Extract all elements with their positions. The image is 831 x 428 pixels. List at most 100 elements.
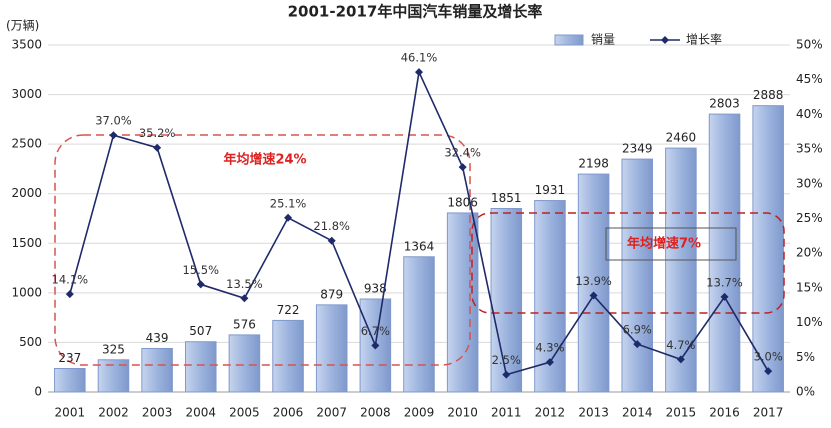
bar-value-label: 237 [58,351,81,365]
point [633,340,642,349]
bar-value-label: 2460 [666,131,697,145]
x-tick-label: 2003 [142,406,173,420]
bar [184,341,217,393]
bar-value-label: 2198 [578,157,609,171]
bar [403,256,435,393]
bar [665,147,697,393]
point [109,131,118,140]
x-tick-label: 2011 [491,406,522,420]
point [502,370,511,379]
line-value-label: 6.9% [623,323,652,337]
x-tick-label: 2005 [229,406,260,420]
x-tick-label: 2006 [273,406,304,420]
y-tick-label: 500 [19,335,42,349]
legend-label: 销量 [591,33,615,47]
y2-tick-label: 45% [796,72,823,86]
y2-tick-label: 35% [796,142,823,156]
line-value-label: 14.1% [52,273,89,287]
y2-tick-label: 50% [796,38,823,52]
bar-value-label: 722 [277,303,300,317]
bar-value-label: 1851 [491,191,522,205]
x-tick-label: 2009 [404,406,435,420]
line-value-label: 21.8% [313,219,350,233]
bar [621,158,654,393]
bar-value-label: 576 [233,317,256,331]
line-value-label: 4.7% [666,338,695,352]
line-value-label: 37.0% [95,114,132,128]
point [458,163,467,172]
line-value-label: 35.2% [139,126,176,140]
x-tick-label: 2013 [578,406,609,420]
annotation-box [54,134,471,366]
bar [141,347,173,393]
point [764,367,773,376]
line-value-label: 13.5% [226,277,263,291]
line-value-label: 3.0% [754,350,783,364]
legend-label: 增长率 [686,32,722,47]
point [371,341,380,350]
point [720,292,729,301]
x-tick-label: 2004 [185,406,216,420]
bar [577,173,610,393]
bar-value-label: 879 [320,287,343,301]
line-value-label: 15.5% [182,263,219,277]
bar [54,368,86,393]
bar [315,304,348,393]
bar [708,113,741,393]
y-tick-label: 3500 [11,38,42,52]
line-value-label: 2.5% [492,353,521,367]
legend-swatch [661,36,669,44]
bar-value-label: 2888 [753,88,784,102]
line-value-label: 25.1% [270,196,307,210]
x-tick-label: 2001 [55,406,86,420]
line-value-label: 46.1% [401,51,438,65]
point [153,143,162,152]
point [676,355,685,364]
y2-tick-label: 30% [796,176,823,190]
bar-value-label: 2349 [622,142,653,156]
annotation-box [471,212,785,314]
y-tick-label: 1000 [11,285,42,299]
annotation: 年均增速7% [627,236,701,252]
y2-tick-label: 0% [796,385,815,399]
bar-value-label: 1806 [447,195,478,209]
chart-title: 2001-2017年中国汽车销量及增长率 [288,3,543,21]
bar-value-label: 507 [189,324,212,338]
x-tick-label: 2007 [316,406,347,420]
y2-tick-label: 15% [796,280,823,294]
y-tick-label: 3000 [11,87,42,101]
x-tick-label: 2008 [360,406,391,420]
bar [272,319,304,393]
x-tick-label: 2017 [753,406,784,420]
line-value-label: 6.7% [361,324,390,338]
annotation: 年均增速24% [223,152,306,168]
line-value-label: 4.3% [535,341,564,355]
y2-tick-label: 40% [796,107,823,121]
y2-tick-label: 5% [796,350,815,364]
y2-tick-label: 20% [796,246,823,260]
bar-value-label: 938 [364,282,387,296]
point [327,236,336,245]
bar-value-label: 2803 [709,97,740,111]
bar [490,207,523,393]
bar-value-label: 1931 [535,183,566,197]
x-tick-label: 2010 [447,406,478,420]
point [196,280,205,289]
bar-value-label: 1364 [404,239,435,253]
annotation-frame [605,227,737,261]
point [545,358,554,367]
bar-value-label: 439 [146,331,169,345]
point [240,294,249,303]
line-value-label: 13.9% [575,274,612,288]
x-tick-label: 2016 [709,406,740,420]
x-tick-label: 2002 [98,406,129,420]
point [589,291,598,300]
y2-tick-label: 25% [796,211,823,225]
point [65,290,74,299]
point [415,68,423,77]
y-tick-label: 1500 [11,236,42,250]
line-value-label: 32.4% [444,146,481,160]
x-tick-label: 2015 [666,406,697,420]
y-axis-label: (万辆) [6,19,39,33]
